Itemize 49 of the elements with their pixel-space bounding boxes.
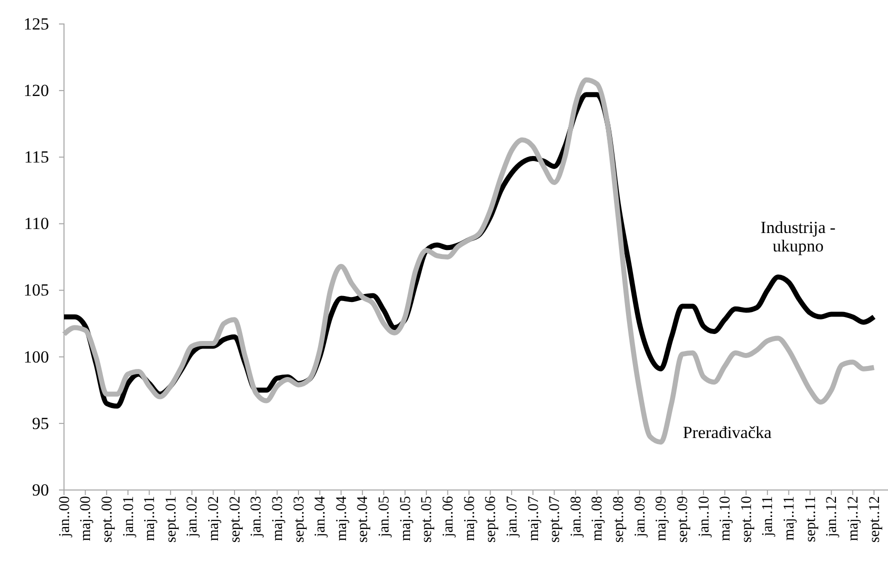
x-tick-label: sept..03 — [291, 496, 308, 543]
x-tick-label: jan..01 — [120, 496, 137, 538]
y-tick-label: 125 — [24, 14, 49, 34]
series-label: Industrija - ukupno — [760, 218, 836, 256]
x-tick-label: sept..09 — [674, 496, 691, 543]
x-tick-label: jan..10 — [696, 496, 712, 538]
x-tick-label: maj..11 — [782, 496, 798, 540]
x-tick-label: jan..03 — [248, 496, 265, 538]
x-tick-label: jan..00 — [56, 496, 73, 538]
x-tick-label: sept..04 — [355, 496, 372, 543]
x-tick-label: maj..03 — [270, 496, 286, 541]
x-tick-label: maj..09 — [654, 496, 670, 541]
y-tick-label: 100 — [24, 347, 49, 366]
x-tick-label: sept..01 — [163, 496, 180, 543]
y-tick-label: 115 — [24, 148, 49, 167]
x-tick-label: jan..08 — [568, 496, 584, 538]
x-tick-label: sept..11 — [802, 496, 819, 542]
x-tick-label: jan..02 — [184, 496, 201, 538]
y-tick-label: 90 — [32, 480, 49, 500]
x-tick-label: maj..05 — [398, 496, 414, 541]
x-tick-label: maj..10 — [718, 496, 734, 541]
x-tick-label: sept..12 — [866, 496, 883, 543]
x-tick-label: maj..02 — [206, 496, 222, 541]
series-label: Prerađivačka — [682, 423, 772, 442]
x-tick-label: sept..05 — [419, 496, 436, 543]
x-tick-label: maj..04 — [334, 496, 350, 541]
x-tick-label: maj..00 — [78, 496, 94, 541]
x-tick-label: sept..08 — [611, 496, 628, 543]
x-tick-label: maj..06 — [462, 496, 478, 541]
x-tick-label: jan..05 — [376, 496, 393, 538]
y-tick-label: 95 — [32, 414, 49, 433]
x-tick-label: jan..09 — [632, 496, 648, 538]
x-tick-label: jan..04 — [312, 496, 329, 538]
x-tick-label: jan..12 — [824, 496, 840, 538]
x-tick-label: maj..07 — [526, 496, 542, 541]
x-tick-label: maj..12 — [845, 496, 862, 541]
x-tick-label: sept..06 — [483, 496, 500, 543]
y-tick-label: 110 — [24, 214, 49, 234]
x-tick-label: jan..06 — [440, 496, 456, 538]
x-tick-label: sept..00 — [99, 496, 116, 543]
x-tick-label: maj..01 — [142, 496, 158, 541]
x-tick-label: sept..07 — [547, 496, 564, 543]
x-tick-label: jan..11 — [760, 496, 776, 538]
x-tick-label: sept..10 — [738, 496, 755, 543]
y-tick-label: 105 — [24, 280, 49, 300]
x-tick-label: maj..08 — [590, 496, 606, 541]
y-tick-label: 120 — [24, 81, 49, 100]
x-tick-label: jan..07 — [504, 496, 520, 538]
x-tick-label: sept..02 — [227, 496, 244, 543]
